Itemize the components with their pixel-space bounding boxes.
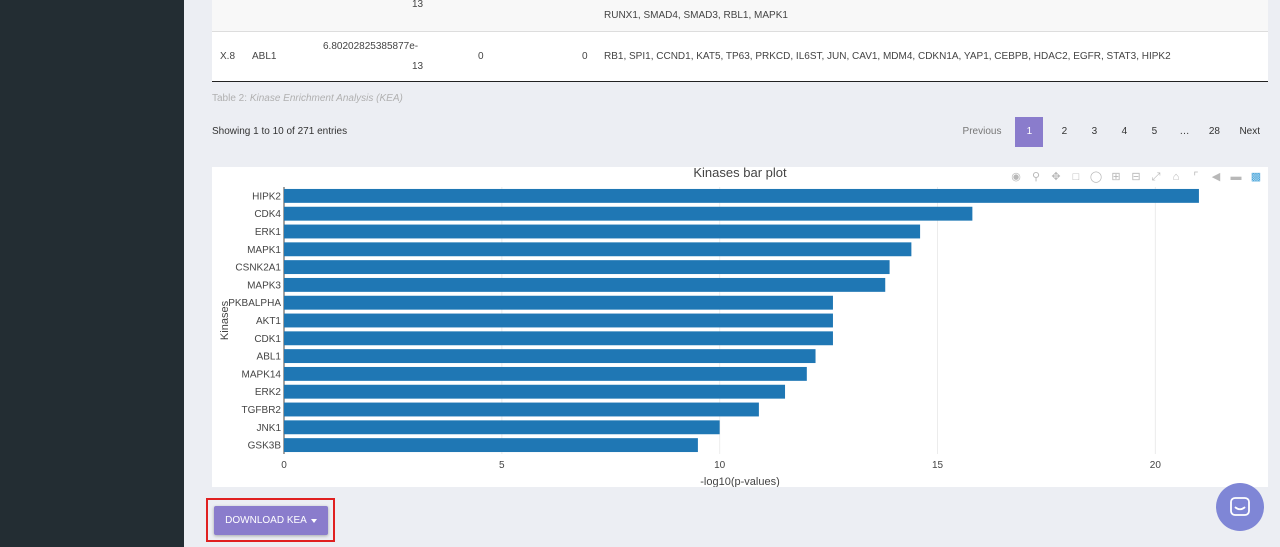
y-tick-label: AKT1 [256, 316, 281, 327]
genes-cell: RUNX1, SMAD4, SMAD3, RBL1, MAPK1 [604, 10, 788, 21]
main-content: 13 RUNX1, SMAD4, SMAD3, RBL1, MAPK1 X.8 … [184, 0, 1280, 547]
page-button-4[interactable]: 4 [1121, 126, 1128, 137]
page-button-5[interactable]: 5 [1151, 126, 1158, 137]
hover-compare-icon[interactable]: ▬ [1230, 171, 1242, 183]
y-tick-label: MAPK3 [247, 280, 281, 291]
bar [284, 224, 921, 239]
page-button-1[interactable]: 1 [1015, 117, 1044, 147]
chat-launcher-button[interactable] [1216, 483, 1264, 531]
y-tick-label: ERK1 [255, 227, 282, 238]
y-tick-label: JNK1 [257, 423, 282, 434]
y-tick-label: MAPK14 [242, 369, 282, 380]
y-tick-label: ERK2 [255, 387, 282, 398]
bar [284, 349, 816, 364]
pan-icon[interactable]: ✥ [1051, 171, 1061, 183]
bar [284, 331, 833, 346]
x-tick-label: 0 [281, 460, 287, 471]
table-row: 13 RUNX1, SMAD4, SMAD3, RBL1, MAPK1 [212, 0, 1268, 32]
y-tick-label: ABL1 [257, 352, 282, 363]
home-icon[interactable]: ⌂ [1172, 171, 1180, 183]
hover-closest-icon[interactable]: ◀ [1211, 171, 1221, 183]
col3-cell: 0 [478, 51, 484, 62]
pvalue-cell-line2: 13 [412, 61, 424, 72]
y-tick-label: CDK1 [254, 334, 281, 345]
pvalue-cell-line1: 6.80202825385877e- [323, 41, 419, 52]
bar [284, 438, 698, 453]
x-tick-label: 10 [714, 460, 726, 471]
autoscale-icon[interactable]: ⤢ [1151, 171, 1161, 183]
x-axis-label: -log10(p-values) [700, 476, 779, 487]
x-tick-label: 15 [932, 460, 944, 471]
zoom-in-icon[interactable]: ⊞ [1111, 171, 1121, 183]
col4-cell: 0 [582, 51, 588, 62]
page-button-2[interactable]: 2 [1061, 126, 1068, 137]
caption-title: Kinase Enrichment Analysis (KEA) [249, 93, 403, 104]
zoom-icon[interactable]: ⚲ [1031, 171, 1041, 183]
y-tick-label: CDK4 [254, 209, 281, 220]
chart-svg: 0 5 10 15 20 HIPK2 CDK4 ERK1 MAPK1 CSNK2A1 MAPK3 PK… [219, 167, 1199, 487]
page-ellipsis: … [1179, 126, 1190, 137]
index-cell: X.8 [220, 51, 236, 62]
box-select-icon[interactable]: □ [1072, 171, 1080, 183]
table-info: Showing 1 to 10 of 271 entries [212, 126, 348, 137]
y-tick-label: CSNK2A1 [235, 263, 281, 274]
x-tick-label: 5 [499, 460, 505, 471]
y-tick-label: MAPK1 [247, 245, 281, 256]
pvalue-cell: 13 [412, 0, 424, 10]
y-tick-label: TGFBR2 [242, 405, 282, 416]
bar [284, 277, 886, 292]
modebar: ◉ ⚲ ✥ □ ◯ ⊞ ⊟ ⤢ ⌂ ⌜ ◀ ▬ ▩ [1008, 170, 1264, 184]
table-caption: Table 2: Kinase Enrichment Analysis (KEA… [212, 93, 403, 104]
lasso-icon[interactable]: ◯ [1089, 171, 1103, 183]
y-tick-label: GSK3B [248, 441, 282, 452]
y-axis-label: Kinases [219, 300, 231, 340]
bar [284, 384, 786, 399]
page-button-3[interactable]: 3 [1091, 126, 1098, 137]
kinase-cell: ABL1 [252, 51, 277, 62]
y-tick-label: PKBALPHA [228, 298, 281, 309]
bar [284, 313, 833, 328]
chat-icon [1230, 497, 1250, 516]
spike-lines-icon[interactable]: ⌜ [1193, 171, 1199, 183]
bar [284, 188, 1199, 203]
table-row: X.8 ABL1 6.80202825385877e- 13 0 0 RB1, … [212, 32, 1268, 82]
bar [284, 420, 720, 435]
genes-cell: RB1, SPI1, CCND1, KAT5, TP63, PRKCD, IL6… [604, 51, 1171, 62]
bar [284, 295, 833, 310]
bar [284, 260, 890, 275]
page-button-28[interactable]: 28 [1208, 126, 1220, 137]
camera-icon[interactable]: ◉ [1011, 171, 1021, 183]
download-kea-button[interactable]: DOWNLOAD KEA [214, 506, 328, 535]
bar [284, 242, 912, 257]
plotly-logo-icon[interactable]: ▩ [1250, 171, 1262, 183]
y-tick-label: HIPK2 [252, 191, 281, 202]
caret-down-icon [310, 518, 317, 523]
bar [284, 366, 807, 381]
download-kea-label: DOWNLOAD KEA [225, 515, 307, 526]
bar [284, 206, 973, 221]
pagination: Previous 1 2 3 4 5 … 28 Next [955, 117, 1268, 147]
bar [284, 402, 759, 417]
next-button[interactable]: Next [1239, 126, 1260, 137]
sidebar [0, 0, 184, 547]
kinases-bar-chart: 0 5 10 15 20 HIPK2 CDK4 ERK1 MAPK1 CSNK2A1 MAPK3 PK… [212, 167, 1268, 487]
zoom-out-icon[interactable]: ⊟ [1131, 171, 1141, 183]
caption-prefix: Table 2: [212, 93, 248, 104]
previous-button[interactable]: Previous [962, 126, 1002, 137]
chart-title: Kinases bar plot [693, 167, 787, 180]
x-tick-label: 20 [1150, 460, 1162, 471]
download-highlight: DOWNLOAD KEA [206, 498, 335, 542]
